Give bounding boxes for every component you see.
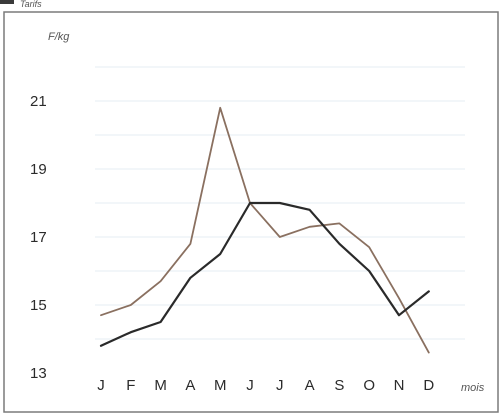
chart-frame: [3, 11, 499, 413]
x-tick-label: S: [334, 377, 344, 394]
y-tick-label: 13: [30, 365, 47, 382]
x-tick-label: J: [97, 377, 105, 394]
x-tick-label: A: [185, 377, 195, 394]
y-tick-labels: 13 15 17 19 21: [30, 93, 47, 382]
x-tick-label: F: [126, 377, 135, 394]
x-tick-label: J: [246, 377, 254, 394]
series-line-2: [99, 201, 430, 347]
top-caption: Tarifs: [20, 0, 42, 9]
y-tick-label: 15: [30, 297, 47, 314]
x-tick-label: M: [214, 377, 227, 394]
x-tick-label: A: [305, 377, 315, 394]
y-axis-label: F/kg: [48, 31, 70, 43]
corner-mark: [0, 0, 14, 4]
x-tick-label: J: [276, 377, 284, 394]
x-tick-label: O: [363, 377, 375, 394]
y-tick-label: 21: [30, 93, 47, 110]
x-axis-label: mois: [461, 382, 485, 394]
x-tick-label: M: [154, 377, 167, 394]
y-tick-label: 17: [30, 229, 47, 246]
x-tick-label: N: [394, 377, 405, 394]
x-tick-label: D: [423, 377, 434, 394]
y-tick-label: 19: [30, 161, 47, 178]
series-lines: [99, 106, 430, 354]
series-line-1: [100, 106, 430, 354]
